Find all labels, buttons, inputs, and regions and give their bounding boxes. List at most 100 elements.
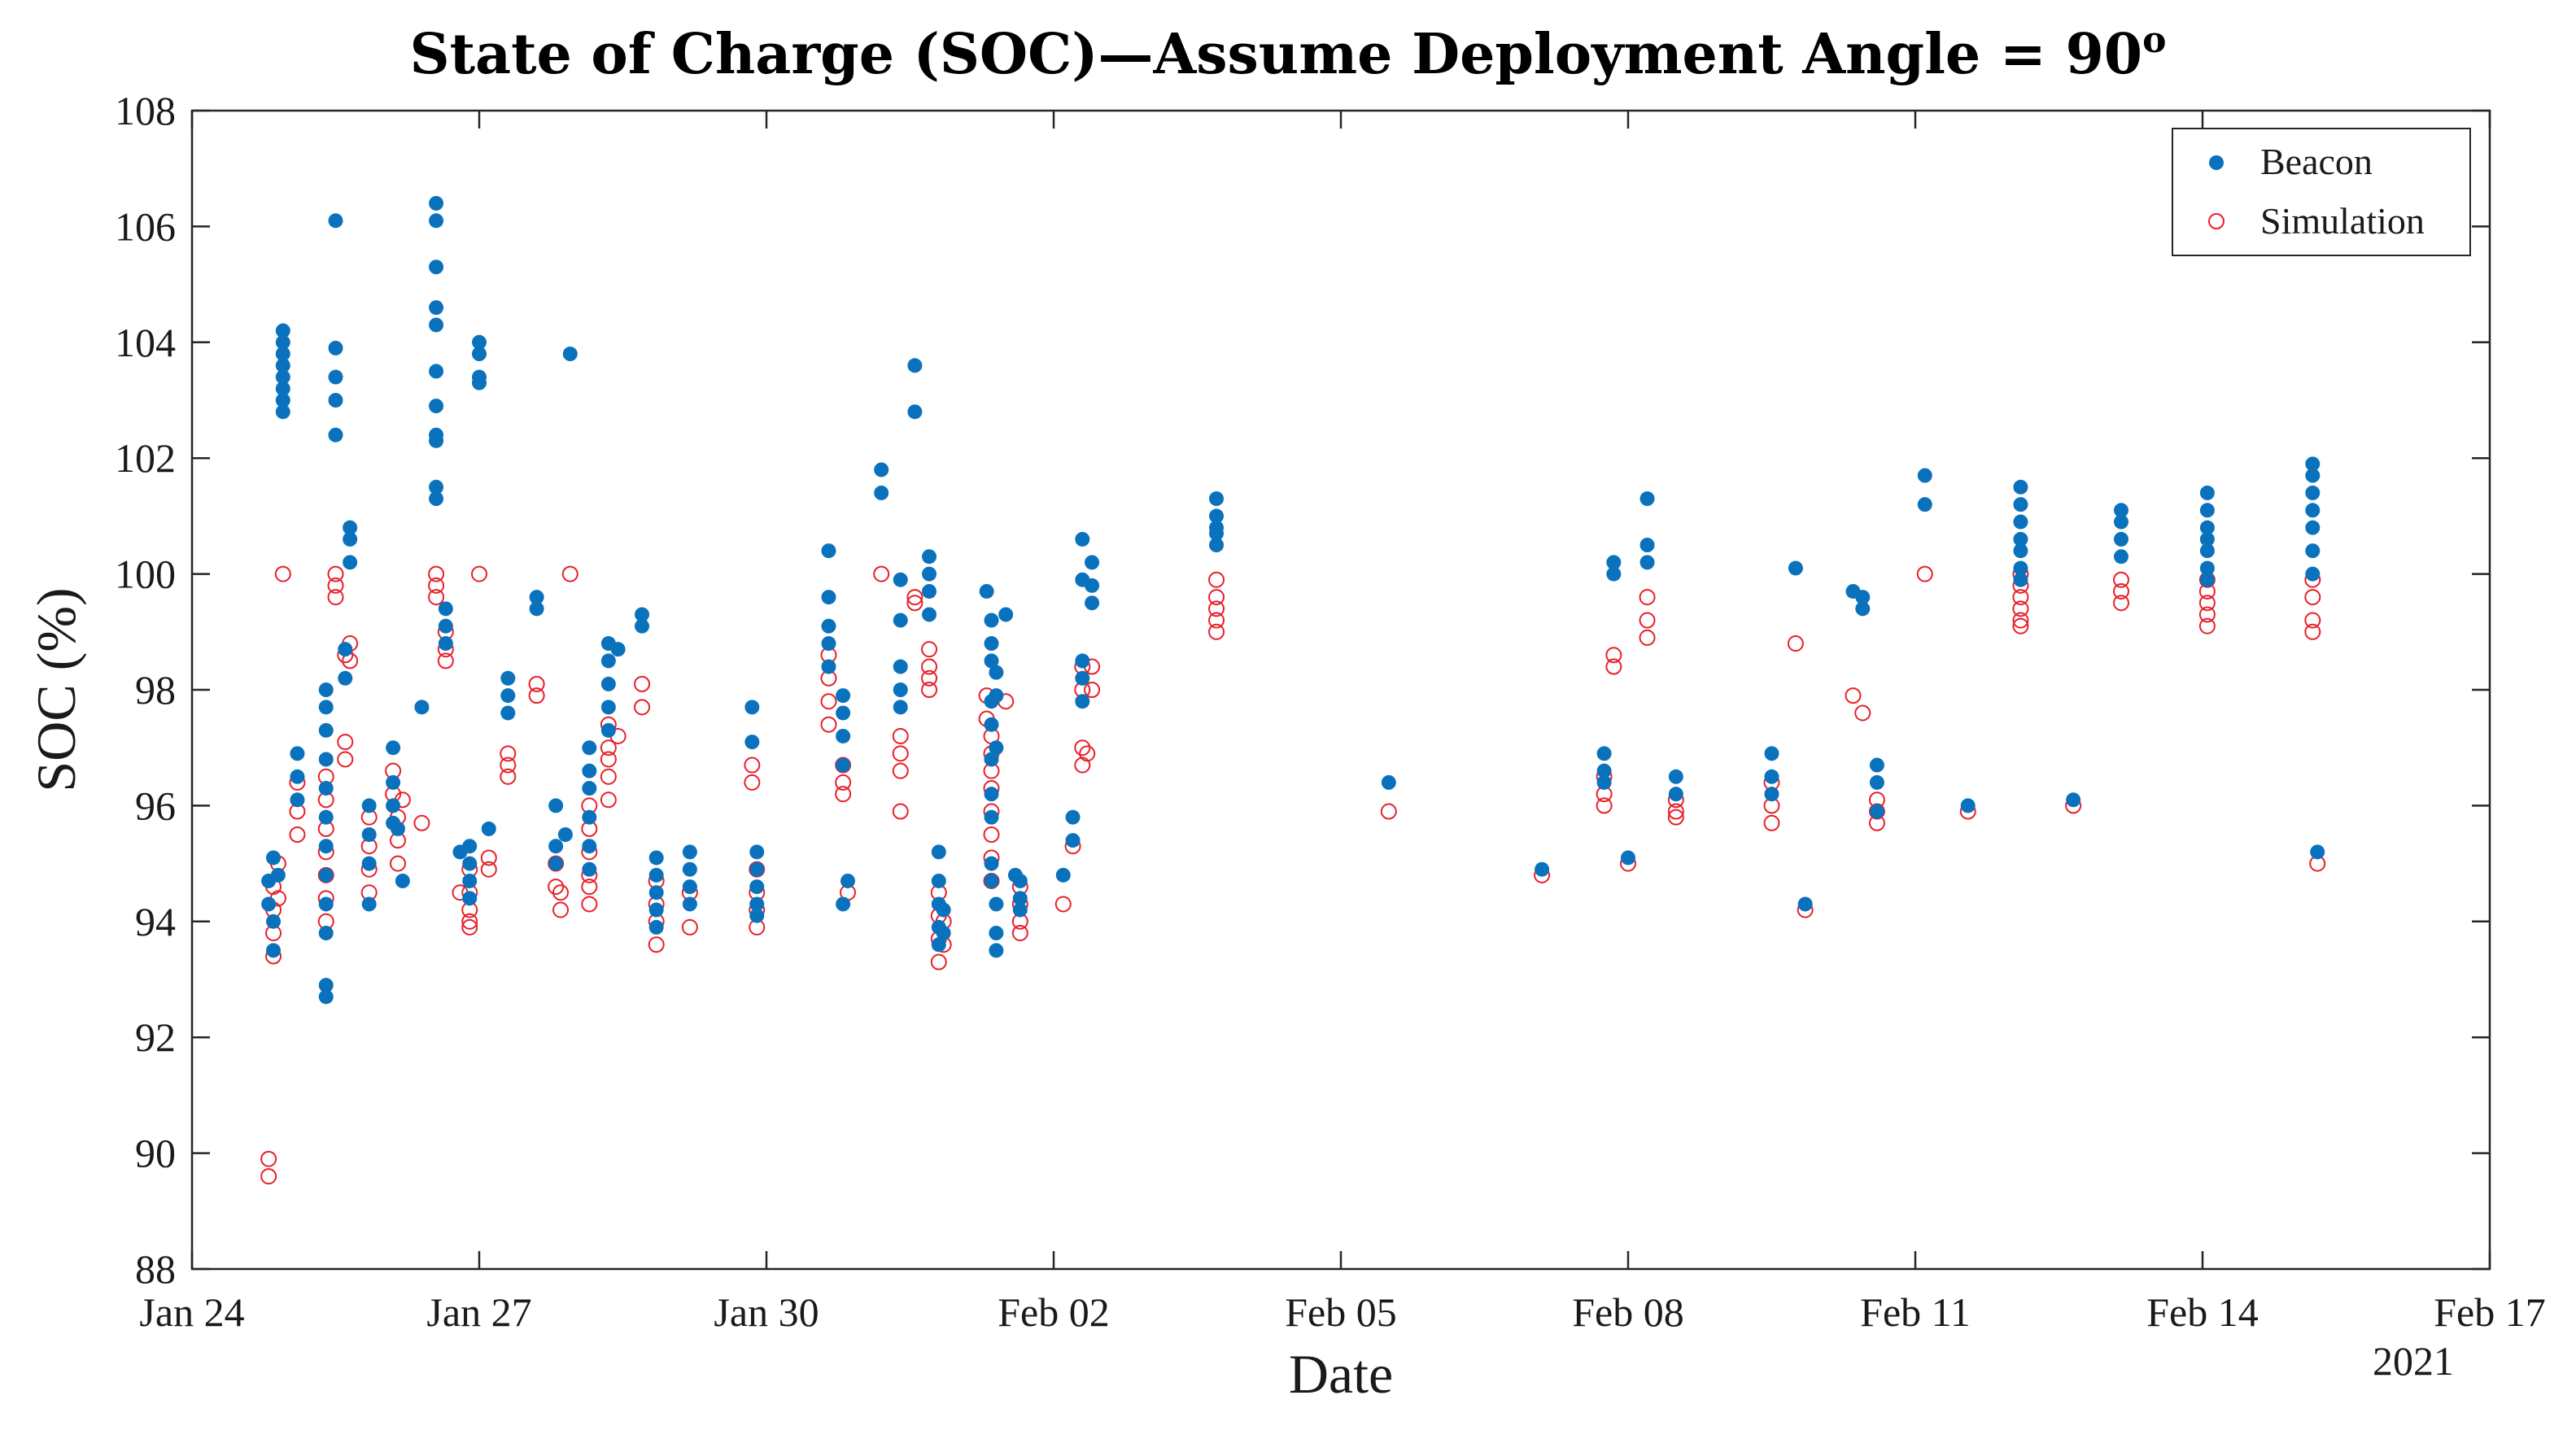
beacon-point: [984, 809, 999, 825]
beacon-point: [318, 752, 334, 767]
simulation-point: [581, 896, 598, 913]
beacon-point: [1869, 774, 1884, 790]
beacon-point: [429, 300, 444, 316]
beacon-point: [1209, 538, 1225, 552]
x-tick-label: Feb 14: [2146, 1289, 2259, 1335]
x-tick-labels: Jan 24 Jan 27 Jan 30 Feb 02 Feb 05 Feb 08 Feb …: [139, 1289, 2545, 1335]
beacon-point: [500, 705, 516, 721]
beacon-point: [275, 347, 290, 362]
simulation-point: [2012, 589, 2029, 606]
simulation-point: [2012, 600, 2029, 617]
beacon-point: [893, 659, 908, 674]
simulation-point: [260, 1150, 277, 1167]
beacon-point: [610, 642, 626, 657]
x-tick-label: Feb 02: [998, 1289, 1110, 1335]
beacon-point: [840, 873, 856, 888]
beacon-point: [529, 601, 544, 617]
beacon-point: [1065, 833, 1081, 848]
simulation-point: [1605, 647, 1622, 664]
simulation-point: [461, 918, 478, 935]
simulation-point: [2012, 617, 2029, 634]
beacon-point: [874, 462, 889, 477]
beacon-point: [821, 659, 836, 674]
beacon-point: [438, 601, 453, 617]
chart-title-superscript: o: [2142, 20, 2166, 61]
simulation-point: [1845, 687, 1862, 704]
beacon-point: [648, 850, 664, 866]
simulation-point: [744, 774, 761, 791]
simulation-point: [428, 577, 445, 594]
beacon-point: [2305, 456, 2321, 472]
beacon-point: [989, 943, 1004, 958]
simulation-point: [337, 751, 354, 768]
beacon-point: [318, 809, 334, 825]
beacon-point: [1764, 746, 1779, 761]
beacon-point: [1012, 891, 1028, 906]
simulation-point: [2304, 612, 2321, 629]
simulation-point: [1079, 745, 1096, 762]
beacon-point: [275, 334, 290, 350]
beacon-point: [1596, 774, 1612, 790]
simulation-point: [2012, 612, 2029, 629]
beacon-point: [1075, 531, 1090, 547]
beacon-point: [2305, 485, 2321, 500]
beacon-point: [1639, 491, 1655, 507]
beacon-point: [318, 722, 334, 738]
beacon-series: [261, 195, 2325, 1005]
beacon-point: [648, 919, 664, 935]
beacon-point: [2013, 572, 2028, 587]
beacon-point: [821, 636, 836, 652]
beacon-point: [1764, 769, 1779, 784]
beacon-point: [984, 613, 999, 628]
beacon-point: [290, 792, 305, 808]
beacon-point: [931, 844, 946, 860]
simulation-point: [906, 589, 923, 606]
beacon-point: [893, 572, 908, 587]
beacon-point: [749, 896, 765, 912]
beacon-point: [2013, 560, 2028, 576]
beacon-point: [582, 809, 597, 825]
beacon-point: [429, 479, 444, 495]
beacon-point: [438, 636, 453, 652]
beacon-point: [2066, 792, 2081, 808]
beacon-point: [682, 879, 697, 895]
beacon-point: [2199, 560, 2215, 576]
simulation-point: [1639, 612, 1656, 629]
y-tick-label: 108: [115, 88, 176, 133]
beacon-point: [328, 427, 343, 443]
beacon-point: [600, 676, 616, 691]
beacon-point: [984, 787, 999, 802]
y-tick-label: 102: [115, 435, 176, 481]
simulation-point: [437, 652, 454, 669]
beacon-point: [338, 642, 353, 657]
legend-box: [2172, 128, 2471, 256]
beacon-point: [318, 839, 334, 854]
simulation-point: [1208, 571, 1225, 588]
beacon-point: [2113, 549, 2128, 565]
beacon-point: [600, 700, 616, 715]
beacon-point: [429, 433, 444, 448]
simulation-point: [873, 565, 890, 582]
beacon-point: [2305, 543, 2321, 559]
simulation-point: [413, 814, 430, 831]
beacon-point: [1209, 508, 1225, 524]
beacon-point: [1639, 538, 1655, 552]
simulation-point: [906, 595, 923, 612]
beacon-point: [2199, 572, 2215, 587]
simulation-point: [2198, 606, 2216, 623]
beacon-point: [500, 670, 516, 686]
beacon-point: [1012, 902, 1028, 918]
beacon-point: [343, 520, 358, 535]
beacon-point: [984, 653, 999, 669]
y-tick-label: 104: [115, 320, 176, 365]
beacon-point: [429, 213, 444, 229]
simulation-point: [327, 589, 344, 606]
beacon-point: [1075, 694, 1090, 709]
simulation-point: [327, 565, 344, 582]
simulation-point: [500, 768, 517, 785]
beacon-point: [1075, 670, 1090, 686]
beacon-point: [318, 926, 334, 941]
beacon-point: [414, 700, 430, 715]
beacon-point: [821, 618, 836, 634]
beacon-point: [836, 688, 851, 704]
